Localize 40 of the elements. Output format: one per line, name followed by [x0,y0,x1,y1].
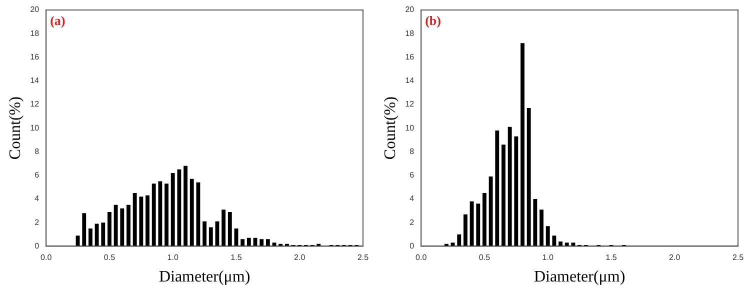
y-tick-label: 12 [30,100,40,109]
y-axis-title: Count(%) [382,96,399,160]
y-tick-label: 6 [410,170,415,180]
y-tick-label: 14 [405,76,415,86]
x-tick-label: 0.5 [104,253,116,262]
y-tick-label: 8 [34,146,40,156]
x-tick-label: 1.5 [230,253,242,262]
annotation: (b) [425,12,441,28]
x-tick-label: 0.0 [40,253,52,262]
y-tick-label: 4 [410,194,415,204]
x-tick-label: 2.5 [357,253,370,262]
y-tick-label: 0 [410,241,415,250]
x-tick-label: 0.5 [478,253,491,262]
x-tick-label: 2.0 [294,253,306,262]
y-tick-label: 18 [30,28,40,38]
y-axis-title: Count(%) [6,96,24,160]
x-tick-label: 0.0 [416,253,428,262]
x-tick-label: 1.5 [606,253,618,262]
y-tick-label: 16 [405,52,415,62]
y-tick-label: 12 [405,100,415,109]
y-tick-label: 18 [405,28,415,38]
y-tick-label: 10 [405,123,415,132]
y-tick-label: 2 [34,218,40,227]
y-tick-label: 8 [410,146,415,156]
y-tick-label: 20 [405,5,415,14]
x-axis-title: Diameter(μm) [158,268,250,286]
y-tick-label: 14 [30,76,40,86]
x-tick-label: 1.0 [167,253,179,262]
x-axis-title: Diameter(μm) [534,268,626,286]
x-tick-label: 1.0 [542,253,554,262]
y-tick-label: 10 [30,123,40,132]
annotation: (a) [50,12,66,28]
y-tick-label: 16 [30,52,40,62]
y-tick-label: 0 [34,241,40,250]
y-tick-label: 4 [34,194,40,204]
x-tick-label: 2.5 [732,253,744,262]
x-tick-label: 2.0 [669,253,681,262]
y-tick-label: 2 [410,218,415,227]
y-tick-label: 6 [34,170,40,180]
y-tick-label: 20 [30,5,40,14]
